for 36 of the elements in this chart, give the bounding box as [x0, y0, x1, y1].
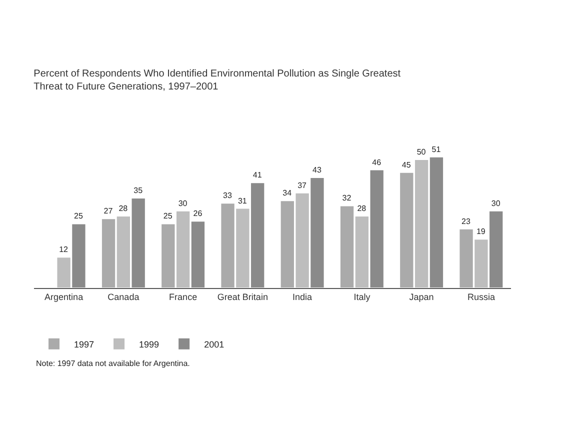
data-label: 27 [104, 206, 114, 216]
legend-label: 2001 [204, 339, 224, 350]
data-label: 31 [238, 196, 248, 206]
data-label: 25 [163, 212, 173, 221]
data-label: 28 [118, 204, 128, 214]
data-label: 43 [312, 165, 322, 174]
data-label: 28 [357, 204, 367, 214]
data-label: 41 [252, 170, 262, 180]
data-label: 35 [134, 186, 144, 196]
data-label: 50 [416, 147, 426, 156]
legend-label: 1999 [139, 339, 160, 350]
data-label: 12 [59, 245, 69, 254]
data-label: 23 [462, 216, 472, 226]
data-label: 51 [432, 144, 442, 154]
text: Note: 1997 data not available for Argentina. [36, 359, 190, 368]
x-tick-label: Russia [467, 292, 495, 302]
chart-title: Percent of Respondents Who Identified Environmental Pollution as Single Greatest Threat to Future Generations, 1997–2001 [34, 68, 401, 92]
data-label: 30 [178, 198, 188, 208]
data-label: 33 [223, 191, 233, 200]
data-label: 34 [282, 188, 292, 198]
data-label: 30 [491, 198, 501, 208]
data-label: 45 [402, 160, 412, 170]
data-label: 37 [298, 180, 308, 190]
x-tick-label: Japan [409, 292, 434, 302]
data-label: 26 [193, 209, 203, 218]
data-label: 19 [476, 227, 486, 236]
x-tick-label: Great Britain [217, 292, 268, 302]
x-tick-label: Italy [354, 292, 371, 302]
x-tick-label: Canada [108, 292, 140, 302]
x-tick-label: France [169, 292, 198, 302]
x-tick-label: India [292, 292, 312, 302]
x-tick-label: Argentina [44, 292, 84, 302]
data-label: 25 [74, 212, 84, 221]
data-label: 32 [342, 194, 352, 203]
data-label: 46 [372, 158, 382, 167]
legend-label: 1997 [74, 339, 94, 350]
